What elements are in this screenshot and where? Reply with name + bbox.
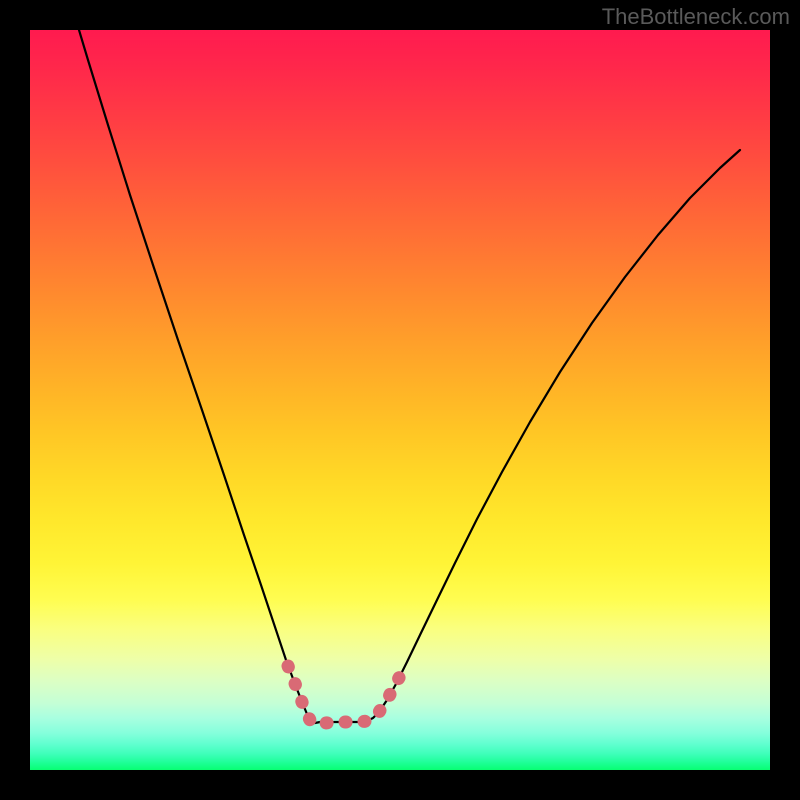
v-curve-bottom-highlight <box>288 666 400 723</box>
chart-container: TheBottleneck.com <box>0 0 800 800</box>
v-curve <box>70 30 740 723</box>
plot-area <box>30 30 770 770</box>
curve-layer <box>30 30 770 770</box>
watermark-text: TheBottleneck.com <box>602 4 790 30</box>
